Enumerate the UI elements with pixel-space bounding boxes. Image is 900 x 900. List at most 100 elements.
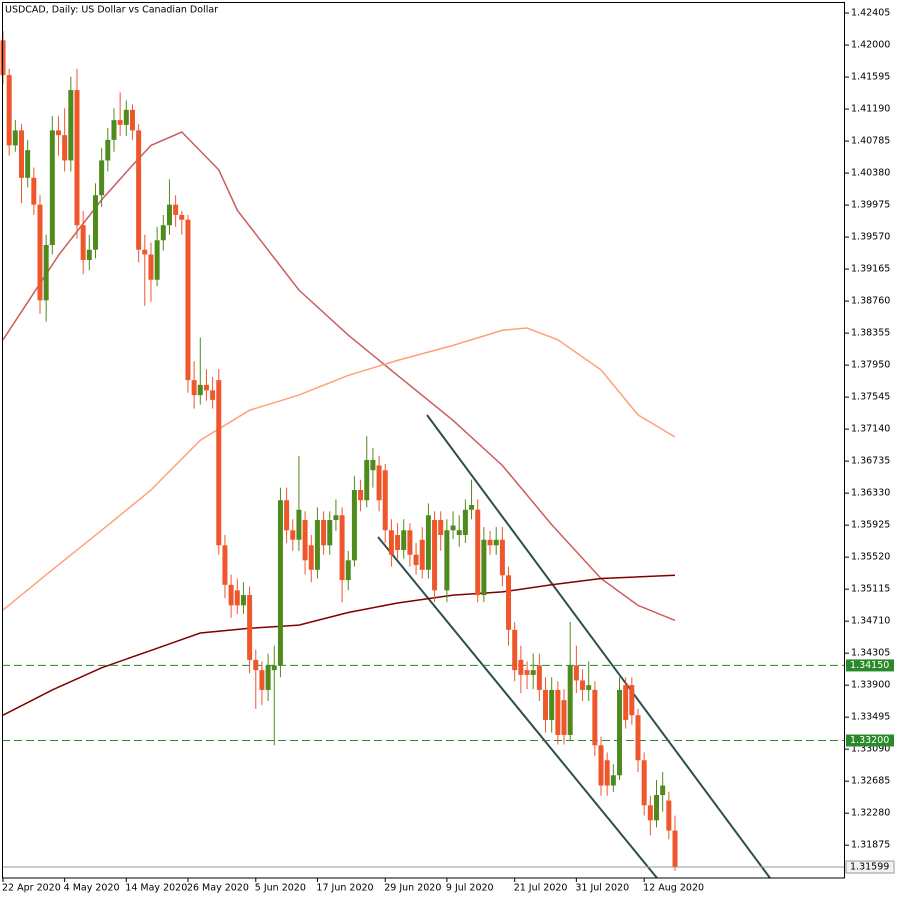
candle-body: [222, 545, 228, 585]
candle-body: [623, 685, 629, 720]
candle-body: [635, 715, 641, 761]
candle-body: [370, 459, 376, 471]
candle-body: [444, 530, 450, 591]
candle-body: [173, 204, 179, 215]
level-label-box: [846, 659, 894, 672]
y-tick-label: 1.35925: [851, 520, 890, 531]
candle-body: [259, 670, 265, 690]
candle-body: [6, 75, 12, 146]
x-tick-label: 5 Jun 2020: [255, 883, 306, 894]
candle-body: [197, 384, 203, 396]
x-tick-label: 31 Jul 2020: [575, 883, 629, 894]
candle-body: [555, 689, 561, 735]
candle-body: [518, 659, 524, 675]
x-tick-label: 29 Jun 2020: [384, 883, 441, 894]
candle-body: [425, 515, 431, 570]
candle-body: [395, 535, 401, 551]
candle-body: [450, 525, 456, 531]
y-tick-label: 1.41190: [851, 104, 890, 115]
y-tick-label: 1.42000: [851, 40, 890, 51]
candle-body: [456, 530, 462, 536]
candle-body: [419, 539, 425, 570]
level-label-box: [846, 734, 894, 747]
level-label: 1.33200: [850, 735, 889, 746]
y-tick-label: 1.36330: [851, 488, 890, 499]
candle-body: [86, 249, 92, 261]
candle-body: [43, 244, 49, 301]
y-tick-label: 1.38355: [851, 328, 890, 339]
x-tick-label: 26 May 2020: [187, 883, 249, 894]
last-price-label: 1.31599: [850, 862, 889, 873]
candle-body: [185, 219, 191, 381]
chart-title: USDCAD, Daily: US Dollar vs Canadian Dol…: [5, 5, 218, 16]
x-tick-label: 4 May 2020: [64, 883, 120, 894]
y-tick-label: 1.39975: [851, 200, 890, 211]
candle-body: [55, 130, 61, 136]
candle-body: [154, 240, 160, 280]
candle-body: [80, 225, 86, 261]
candle-body: [277, 500, 283, 666]
candle-body: [160, 225, 166, 241]
candle-body: [99, 160, 105, 196]
y-tick-label: 1.40785: [851, 136, 890, 147]
y-tick-label: 1.36735: [851, 456, 890, 467]
x-tick-label: 21 Jul 2020: [514, 883, 568, 894]
candle-body: [179, 214, 185, 220]
candle-body: [666, 800, 672, 831]
candle-body: [598, 745, 604, 786]
x-tick-label: 14 May 2020: [125, 883, 187, 894]
candle-body: [105, 139, 111, 161]
moving-average: [2, 131, 676, 622]
y-tick-label: 1.34710: [851, 616, 890, 627]
x-tick-label: 17 Jun 2020: [316, 883, 373, 894]
plot-border: [2, 2, 845, 879]
candle-body: [481, 539, 487, 596]
candle-body: [432, 520, 438, 591]
candle-body: [74, 90, 80, 226]
y-tick-label: 1.32685: [851, 776, 890, 787]
candle-body: [641, 760, 647, 806]
candle-body: [573, 665, 579, 681]
candle-body: [660, 785, 666, 796]
candle-body: [321, 520, 327, 546]
candle-body: [129, 109, 135, 131]
candle-body: [586, 685, 592, 690]
candle-body: [166, 204, 172, 226]
y-tick-label: 1.33090: [851, 744, 890, 755]
candle-body: [253, 659, 259, 671]
candle-body: [413, 554, 419, 566]
y-tick-label: 1.41595: [851, 72, 890, 83]
channel-upper: [426, 414, 771, 879]
candle-body: [530, 670, 536, 675]
x-tick-label: 22 Apr 2020: [2, 883, 61, 894]
moving-average: [2, 574, 676, 716]
candle-body: [475, 509, 481, 596]
candle-body: [339, 515, 345, 581]
candle-body: [382, 470, 388, 531]
candle-body: [296, 509, 302, 540]
y-tick-label: 1.39570: [851, 232, 890, 243]
candle-body: [592, 689, 598, 746]
candle-body: [234, 590, 240, 606]
candle-body: [469, 504, 475, 510]
candle-body: [549, 689, 555, 720]
y-tick-label: 1.42405: [851, 8, 890, 19]
candle-body: [388, 530, 394, 555]
candle-body: [672, 830, 678, 868]
y-tick-label: 1.33495: [851, 712, 890, 723]
y-tick-label: 1.32280: [851, 808, 890, 819]
y-tick-label: 1.35520: [851, 552, 890, 563]
moving-average: [2, 327, 676, 611]
candle-body: [351, 489, 357, 561]
candle-body: [68, 90, 74, 161]
candle-body: [31, 177, 37, 205]
candle-body: [191, 380, 197, 396]
y-tick-label: 1.37950: [851, 360, 890, 371]
candle-body: [136, 130, 142, 250]
y-tick-label: 1.40380: [851, 168, 890, 179]
x-tick-label: 9 Jul 2020: [446, 883, 494, 894]
candle-body: [345, 560, 351, 581]
candle-body: [462, 509, 468, 536]
candle-body: [407, 530, 413, 555]
candle-body: [12, 130, 18, 146]
